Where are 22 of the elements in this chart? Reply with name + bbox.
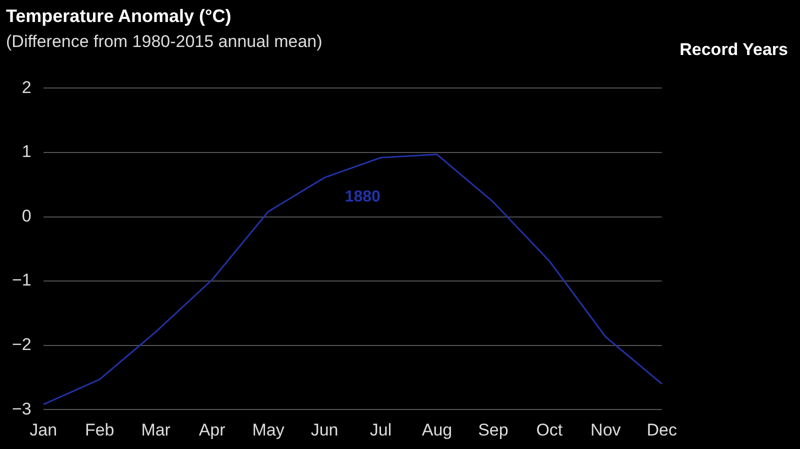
x-tick-label: Jul xyxy=(370,420,392,440)
x-tick-label: Feb xyxy=(84,420,114,440)
y-tick-label: −1 xyxy=(12,270,32,290)
x-tick-label: Jun xyxy=(310,420,338,440)
x-tick-label: Sep xyxy=(478,420,508,440)
x-tick-label: Apr xyxy=(198,420,226,440)
y-tick-label: −2 xyxy=(12,335,32,354)
text: Record Years xyxy=(680,40,788,60)
x-tick-label: Jan xyxy=(30,420,58,440)
y-tick-label: −3 xyxy=(12,399,32,418)
chart-title: Temperature Anomaly (°C) xyxy=(6,6,232,27)
x-tick-label: Oct xyxy=(536,420,563,440)
y-tick-label: 0 xyxy=(22,206,32,226)
x-tick-label: Dec xyxy=(646,420,678,440)
y-tick-label: 1 xyxy=(22,142,32,162)
chart-subtitle: (Difference from 1980-2015 annual mean) xyxy=(6,32,322,52)
x-tick-label: Nov xyxy=(590,420,622,440)
x-tick-label: Mar xyxy=(141,420,171,440)
x-tick-label: May xyxy=(252,420,285,440)
y-tick-label: 2 xyxy=(22,78,32,97)
series-label: 1880 xyxy=(344,188,381,206)
x-tick-label: Aug xyxy=(422,420,452,440)
